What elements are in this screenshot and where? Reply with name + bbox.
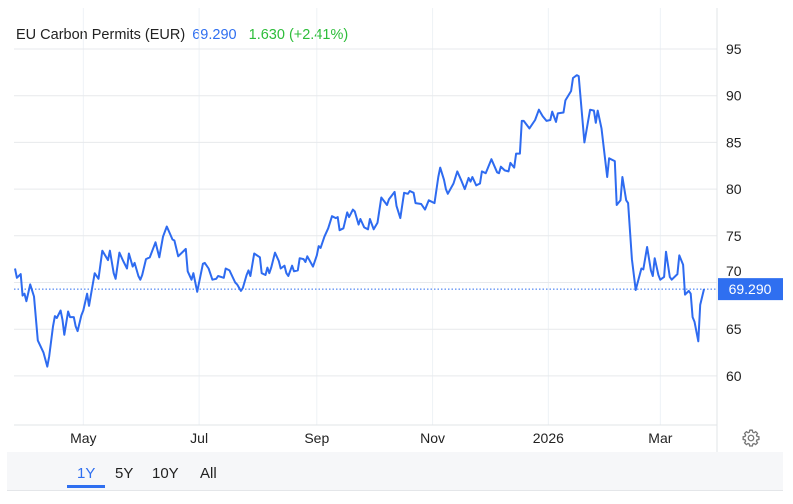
y-tick-label: 90 <box>726 88 742 104</box>
last-value-label: 69.290 <box>729 281 772 297</box>
range-1y-button[interactable]: 1Y <box>77 465 96 482</box>
instrument-title: EU Carbon Permits (EUR) <box>16 27 186 43</box>
x-tick-label: Sep <box>304 430 329 446</box>
y-tick-label: 65 <box>726 321 742 337</box>
x-tick-label: Nov <box>420 430 445 446</box>
y-tick-label: 95 <box>726 41 742 57</box>
chart-header: EU Carbon Permits (EUR) 69.290 1.630 (+2… <box>16 27 348 43</box>
range-10y-button[interactable]: 10Y <box>152 465 179 482</box>
range-selector-bar: 1Y 5Y 10Y All <box>7 452 783 491</box>
y-tick-label: 60 <box>726 368 742 384</box>
price-line <box>14 74 705 368</box>
price-change: 1.630 (+2.41%) <box>248 27 349 43</box>
y-tick-label: 85 <box>726 134 742 150</box>
x-tick-label: Mar <box>648 430 672 446</box>
x-tick-label: May <box>70 430 96 446</box>
gear-icon[interactable] <box>741 428 761 448</box>
y-tick-label: 70 <box>726 263 742 279</box>
x-tick-label: Jul <box>190 430 208 446</box>
range-all-button[interactable]: All <box>200 465 217 482</box>
last-value-badge <box>718 278 783 301</box>
active-range-underline <box>67 485 105 488</box>
price-chart[interactable]: May Jul Sep Nov 2026 Mar 60 65 70 75 80 85 90 95 69.29… <box>0 0 793 452</box>
range-5y-button[interactable]: 5Y <box>115 465 134 482</box>
last-price: 69.290 <box>192 27 237 43</box>
x-tick-label: 2026 <box>533 430 564 446</box>
y-tick-label: 75 <box>726 228 742 244</box>
y-tick-label: 80 <box>726 181 742 197</box>
